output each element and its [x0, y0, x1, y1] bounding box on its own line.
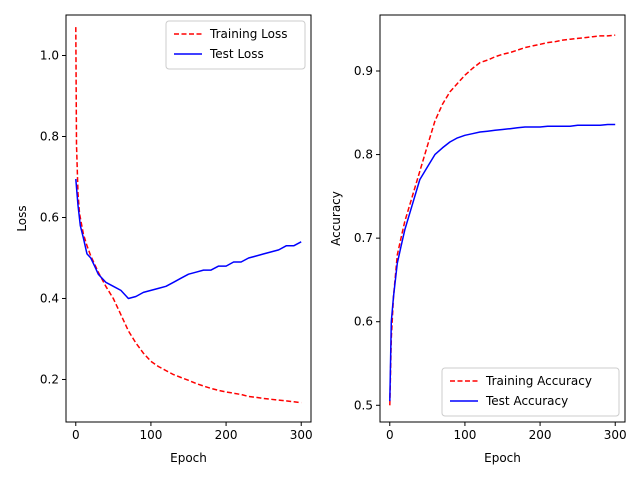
legend-label: Test Loss: [209, 47, 264, 61]
legend-label: Training Accuracy: [485, 374, 592, 388]
y-tick-label: 0.5: [354, 398, 373, 412]
x-tick-label: 200: [529, 428, 552, 442]
legend-box: [165, 20, 306, 70]
y-tick-label: 0.8: [354, 148, 373, 162]
y-tick-label: 1.0: [40, 48, 59, 62]
y-tick-label: 0.4: [40, 291, 59, 305]
series-line-test-loss: [75, 178, 302, 300]
x-tick-label: 300: [290, 428, 313, 442]
legend-label: Training Loss: [209, 27, 287, 41]
y-tick-label: 0.9: [354, 64, 373, 78]
y-tick-label: 0.2: [40, 372, 59, 386]
x-tick-label: 300: [604, 428, 627, 442]
legend: Training Accuracy Test Accuracy: [441, 367, 620, 417]
x-tick-label: 0: [386, 428, 394, 442]
y-axis-label: Accuracy: [329, 191, 343, 246]
series-line-test-accuracy: [389, 123, 616, 402]
x-axis-label: Epoch: [484, 451, 521, 465]
accuracy-chart: 0 100 200 300 0.5 0.6 0.7 0.8 0.9 Epoch Accuracy Tr…: [329, 14, 627, 465]
axes-frame: [379, 14, 626, 423]
series-line-training-loss: [75, 27, 302, 404]
y-axis-label: Loss: [15, 205, 29, 231]
series-line-training-accuracy: [389, 34, 616, 406]
legend-box: [441, 367, 620, 417]
loss-chart: 0 100 200 300 0.2 0.4 0.6 0.8 1.0 Epoch Loss Traini…: [15, 14, 313, 465]
y-tick-label: 0.6: [40, 210, 59, 224]
x-tick-label: 100: [139, 428, 162, 442]
x-tick-label: 100: [453, 428, 476, 442]
y-tick-label: 0.7: [354, 231, 373, 245]
y-tick-label: 0.6: [354, 315, 373, 329]
x-axis-label: Epoch: [170, 451, 207, 465]
axes-frame: [65, 14, 312, 423]
y-tick-label: 0.8: [40, 129, 59, 143]
x-tick-label: 200: [215, 428, 238, 442]
legend-label: Test Accuracy: [485, 394, 568, 408]
x-tick-label: 0: [72, 428, 80, 442]
legend: Training Loss Test Loss: [165, 20, 306, 70]
